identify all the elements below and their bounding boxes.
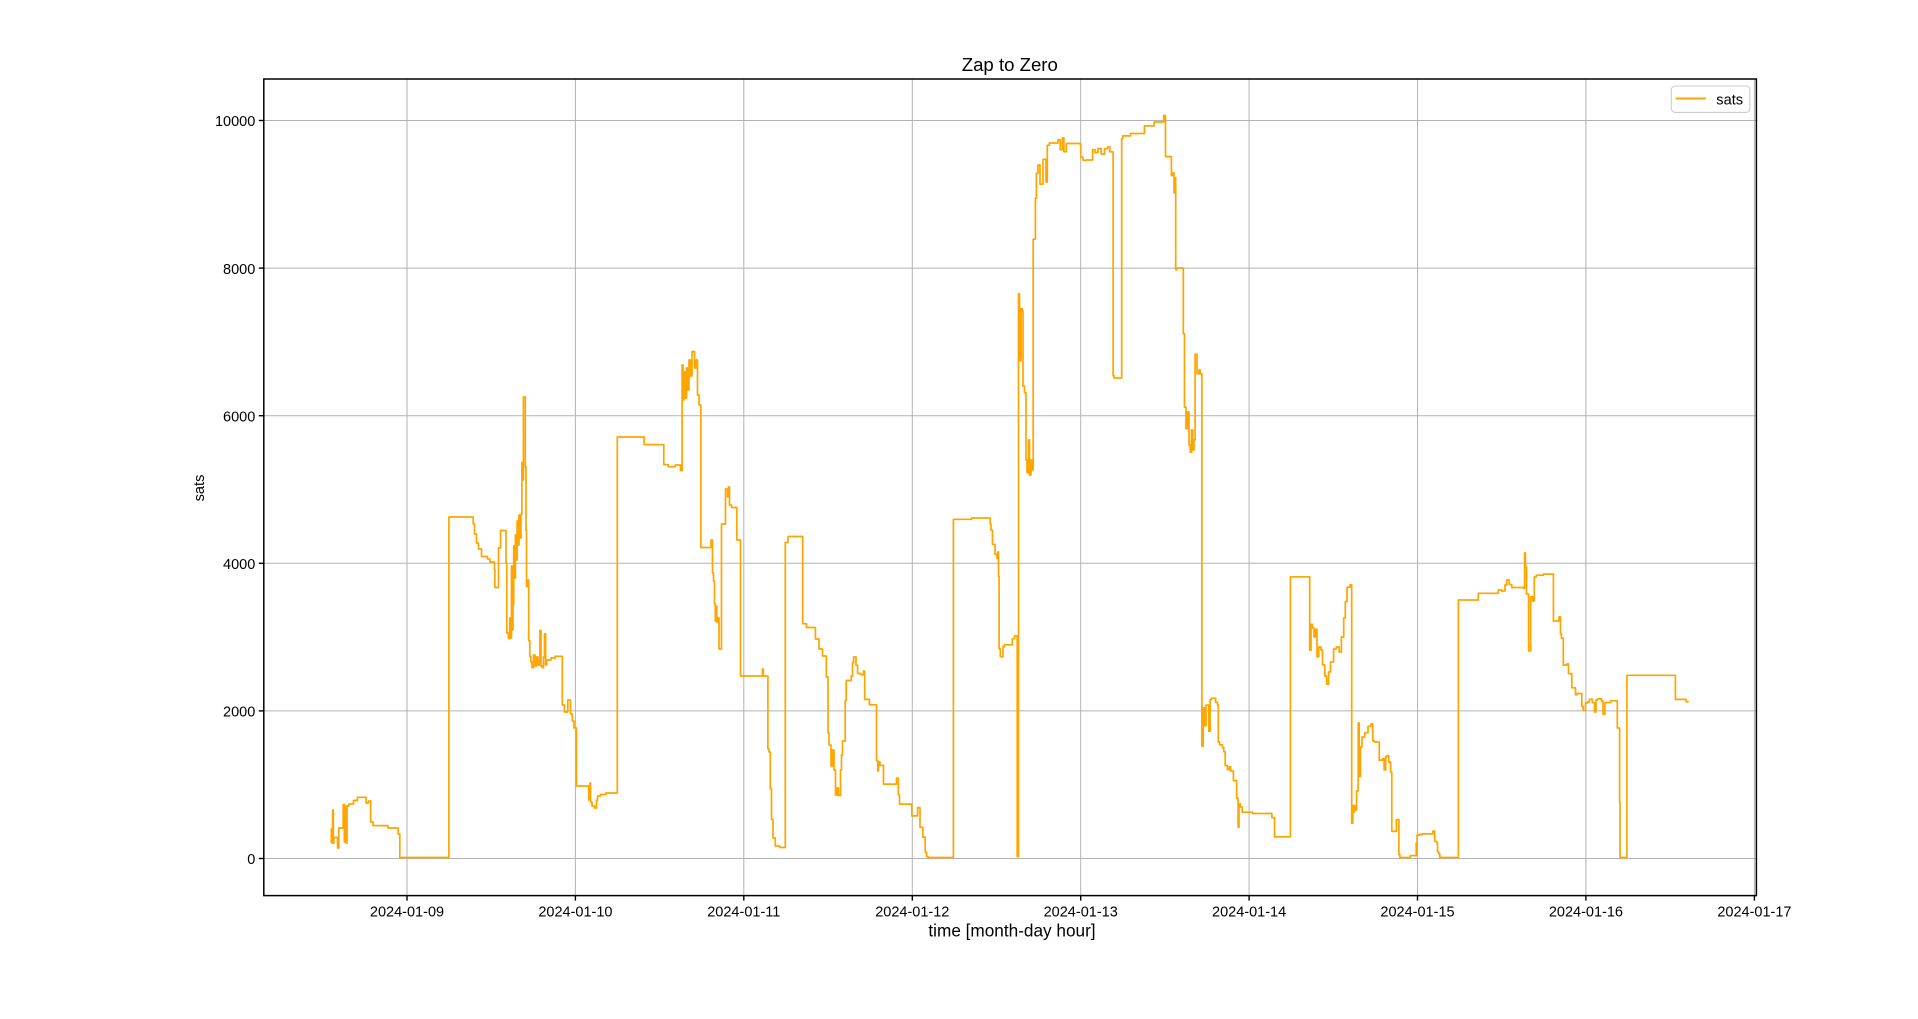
svg-text:2024-01-16: 2024-01-16 (1549, 905, 1623, 921)
svg-text:sats: sats (1716, 92, 1743, 108)
svg-text:2024-01-13: 2024-01-13 (1044, 905, 1118, 921)
svg-text:0: 0 (247, 852, 255, 868)
svg-text:time [month-day hour]: time [month-day hour] (928, 921, 1095, 941)
svg-text:8000: 8000 (223, 262, 255, 278)
svg-text:2024-01-12: 2024-01-12 (875, 905, 949, 921)
svg-text:2000: 2000 (223, 705, 255, 721)
svg-text:Zap to Zero: Zap to Zero (962, 54, 1058, 75)
svg-text:2024-01-15: 2024-01-15 (1380, 905, 1454, 921)
svg-text:10000: 10000 (215, 114, 255, 130)
svg-text:2024-01-14: 2024-01-14 (1212, 905, 1286, 921)
svg-text:6000: 6000 (223, 409, 255, 425)
svg-text:2024-01-11: 2024-01-11 (707, 905, 780, 921)
svg-text:sats: sats (192, 475, 208, 502)
svg-text:2024-01-17: 2024-01-17 (1717, 905, 1791, 921)
svg-text:4000: 4000 (223, 557, 255, 573)
svg-text:2024-01-10: 2024-01-10 (538, 905, 612, 921)
svg-text:2024-01-09: 2024-01-09 (370, 905, 444, 921)
